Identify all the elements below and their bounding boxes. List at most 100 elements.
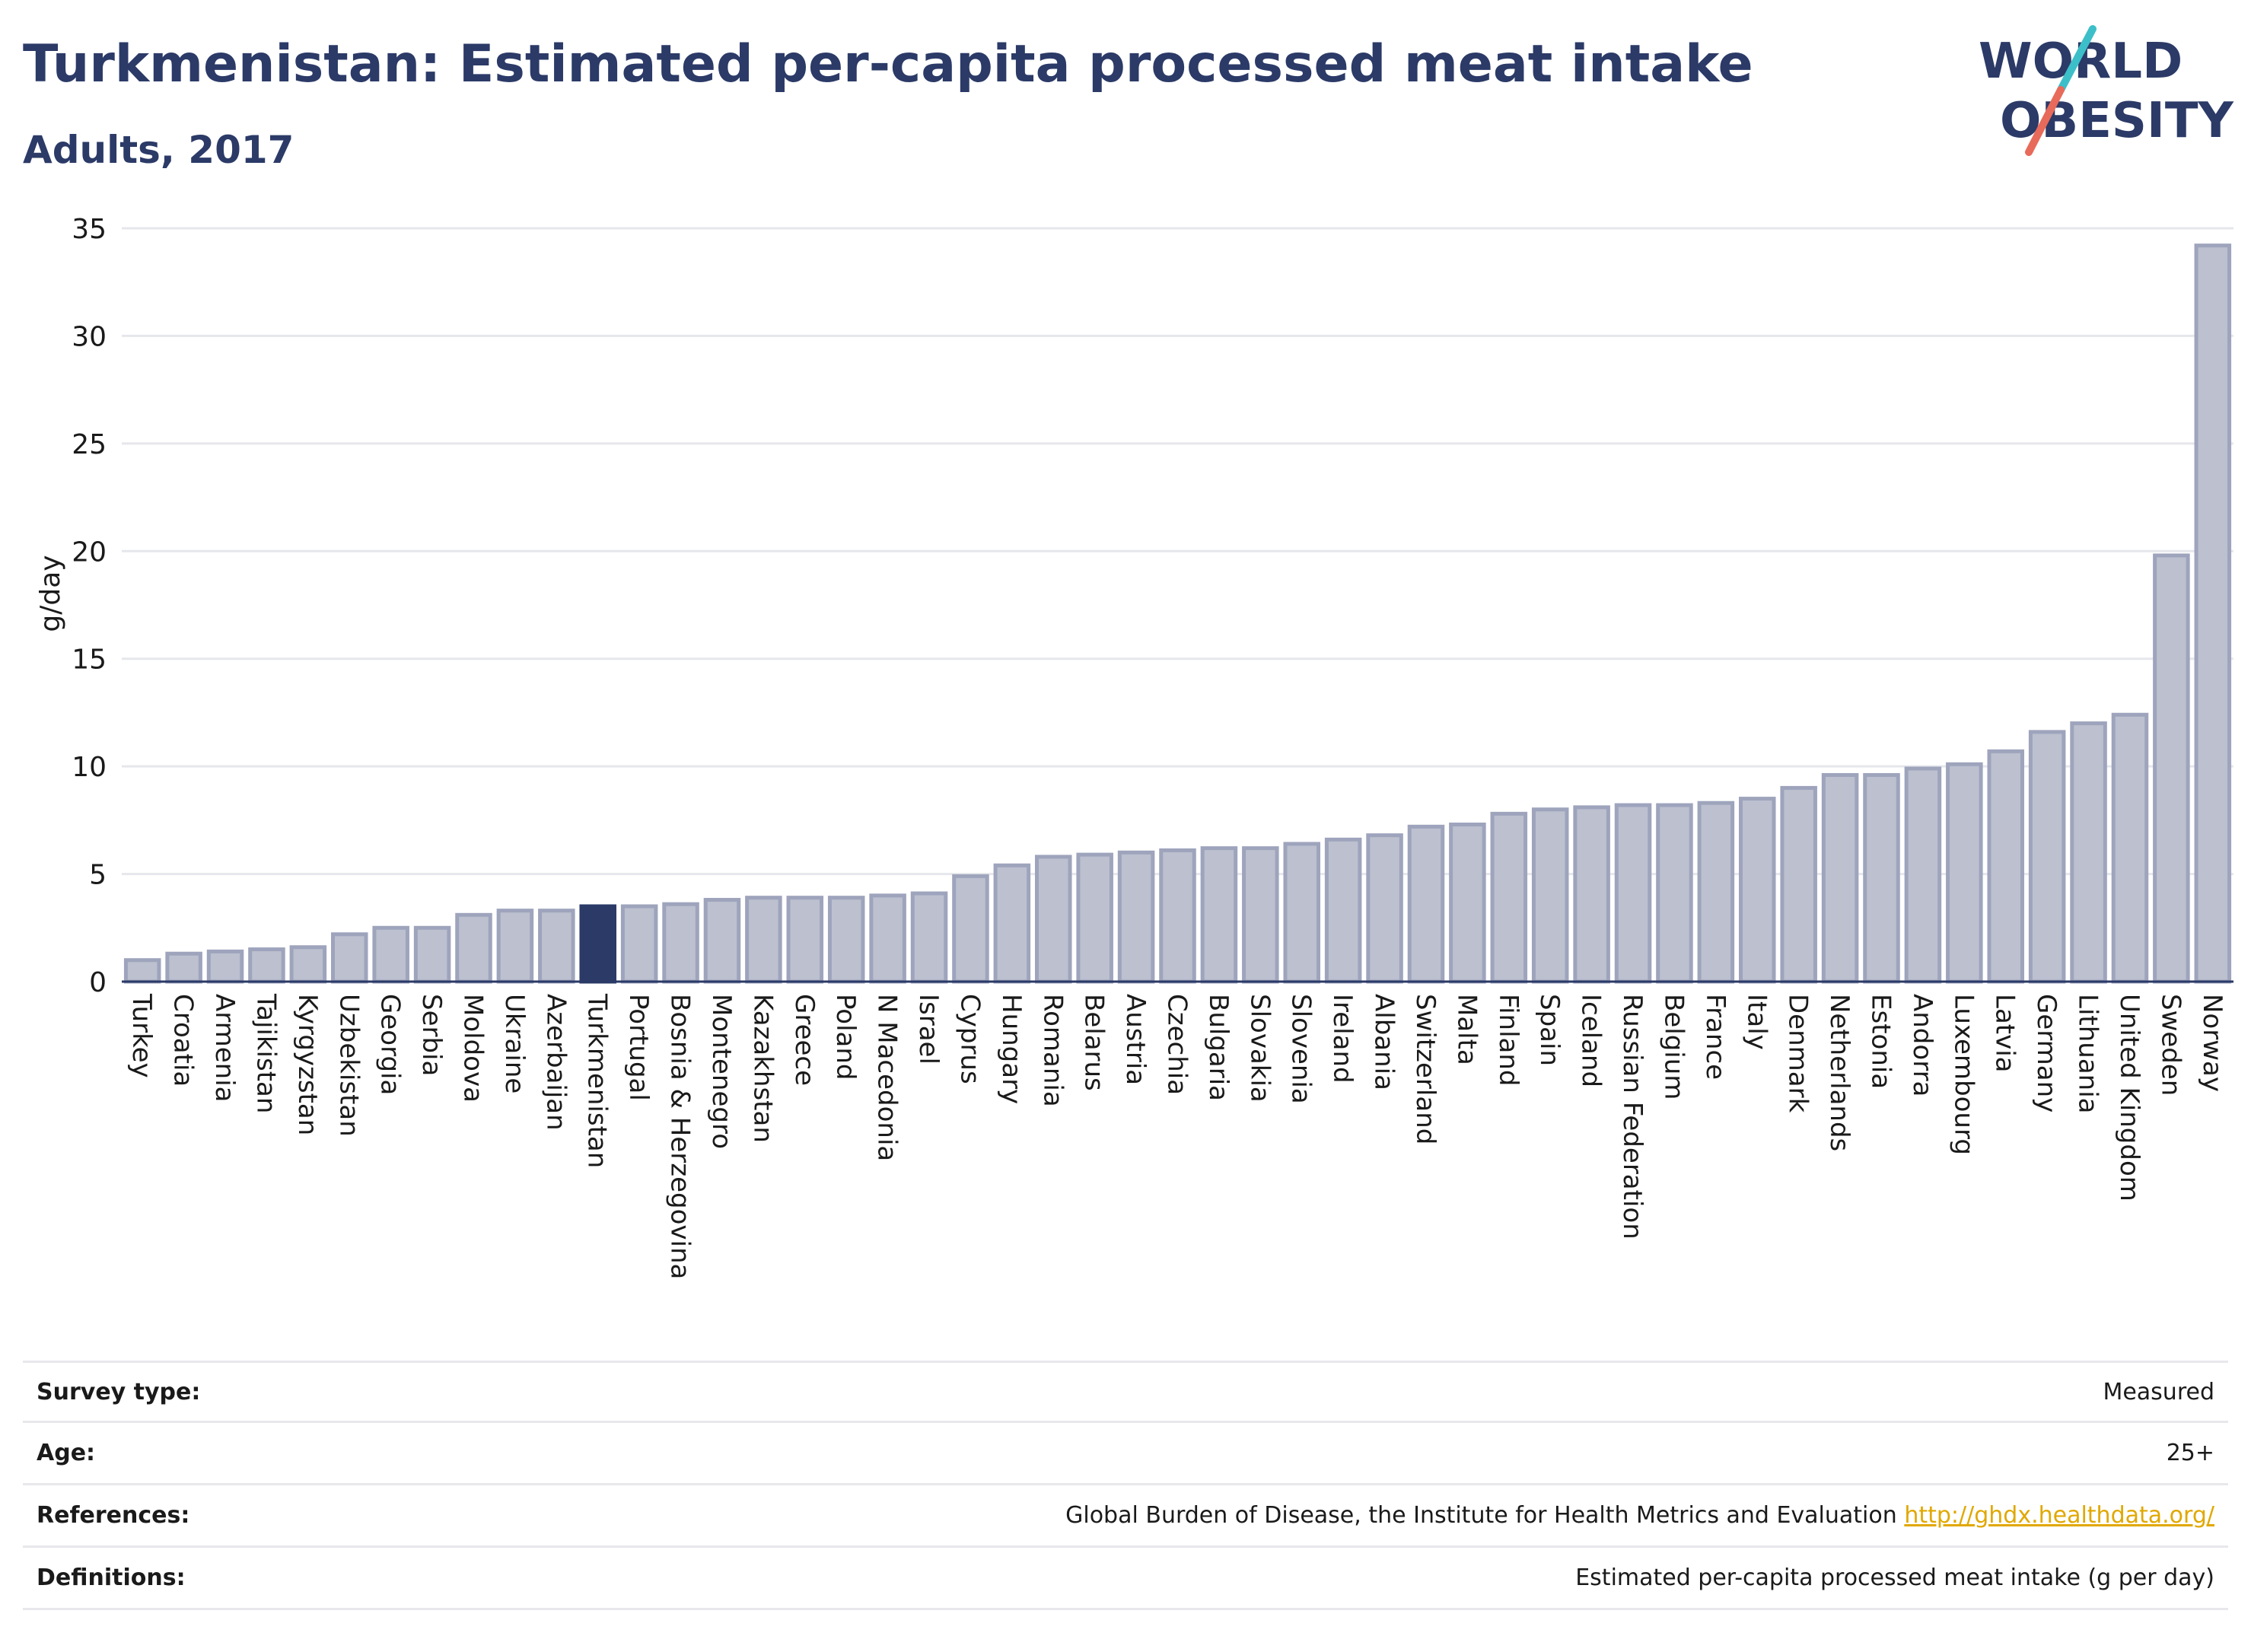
bar-turkey <box>123 958 161 984</box>
y-tick-label: 20 <box>72 536 107 568</box>
bar-albania <box>1366 833 1403 984</box>
x-tick-label: Romania <box>1037 994 1068 1107</box>
bar-spain <box>1531 807 1569 984</box>
x-tick-label: Moldova <box>458 994 489 1103</box>
reference-text: Global Burden of Disease, the Institute … <box>1065 1502 1897 1529</box>
bar-kazakhstan <box>745 896 782 984</box>
x-tick-label: N Macedonia <box>872 994 903 1161</box>
bar-belgium <box>1656 803 1693 984</box>
bar-moldova <box>455 912 492 984</box>
x-tick-label: Cyprus <box>954 994 985 1084</box>
bar-portugal <box>620 904 658 984</box>
bar-germany <box>2028 730 2066 984</box>
y-tick-label: 30 <box>72 321 107 352</box>
bar-romania <box>1035 855 1072 984</box>
meta-value-references: Global Burden of Disease, the Institute … <box>1065 1502 2214 1529</box>
bar-belarus <box>1076 852 1113 984</box>
x-tick-label: Poland <box>830 994 861 1081</box>
x-tick-label: Estonia <box>1866 994 1896 1089</box>
x-tick-label: Turkey <box>126 993 157 1078</box>
x-tick-label: Croatia <box>168 994 199 1087</box>
bar-croatia <box>165 951 202 984</box>
bar-slovakia <box>1242 846 1279 984</box>
meta-value: Estimated per-capita processed meat inta… <box>1575 1564 2214 1591</box>
x-tick-label: Montenegro <box>706 994 737 1149</box>
bar-slovenia <box>1283 842 1320 984</box>
x-tick-label: Ireland <box>1327 994 1358 1084</box>
x-tick-label: Belarus <box>1079 994 1110 1091</box>
bar-poland <box>827 896 865 984</box>
bar-finland <box>1490 811 1528 984</box>
bar-montenegro <box>703 898 741 984</box>
bar-netherlands <box>1821 772 1859 984</box>
x-tick-label: Switzerland <box>1410 994 1441 1144</box>
x-tick-label: Ukraine <box>499 994 530 1093</box>
x-tick-label: Albania <box>1369 994 1399 1090</box>
chart-subtitle: Adults, 2017 <box>23 128 295 172</box>
y-tick-label: 10 <box>72 752 107 783</box>
bar-azerbaijan <box>538 909 575 984</box>
x-tick-label: Kazakhstan <box>747 994 778 1143</box>
x-tick-label: Uzbekistan <box>333 994 364 1137</box>
meta-label: Survey type: <box>37 1378 201 1405</box>
bar-cyprus <box>952 874 989 984</box>
bar-united-kingdom <box>2111 712 2149 984</box>
y-tick-label: 25 <box>72 429 107 460</box>
meta-row-age: Age: 25+ <box>23 1423 2228 1485</box>
x-tick-label: Israel <box>913 994 944 1065</box>
bar-sweden <box>2153 553 2190 984</box>
meta-label: Definitions: <box>37 1564 186 1591</box>
x-tick-label: Lithuania <box>2073 994 2103 1113</box>
logo-accent-coral <box>2025 86 2065 156</box>
world-obesity-logo: WORLD OBESITY <box>1979 25 2233 156</box>
x-tick-label: Georgia <box>375 994 406 1095</box>
bars <box>123 244 2232 984</box>
bar-kyrgyzstan <box>289 945 327 984</box>
bar-luxembourg <box>1946 762 1983 984</box>
x-tick-label: Italy <box>1741 994 1772 1050</box>
bar-georgia <box>372 925 409 984</box>
x-tick-label: Bosnia & Herzegovina <box>665 994 696 1279</box>
metadata-table: Survey type: Measured Age: 25+ Reference… <box>23 1361 2228 1610</box>
x-tick-label: Russian Federation <box>1617 994 1648 1240</box>
x-tick-label: Finland <box>1493 994 1523 1087</box>
chart-title: Turkmenistan: Estimated per-capita proce… <box>23 34 1753 94</box>
x-axis-ticks: Turkey Croatia Armenia Tajikistan Kyrgyzstan… <box>126 993 2227 1279</box>
x-tick-label: Kyrgyzstan <box>292 994 323 1135</box>
meta-value: Measured <box>2103 1378 2214 1405</box>
bar-n-macedonia <box>869 893 906 984</box>
bar-turkmenistan <box>579 904 616 984</box>
x-tick-label: Norway <box>2197 994 2227 1092</box>
reference-link[interactable]: http://ghdx.healthdata.org/ <box>1904 1502 2214 1529</box>
bar-czechia <box>1159 848 1196 984</box>
bar-hungary <box>993 863 1031 984</box>
bar-israel <box>910 891 948 984</box>
x-tick-label: United Kingdom <box>2114 994 2144 1202</box>
meta-label: References: <box>37 1502 190 1529</box>
x-tick-label: Azerbaijan <box>540 994 571 1131</box>
x-tick-label: Andorra <box>1907 994 1937 1097</box>
bar-serbia <box>413 925 451 984</box>
x-tick-label: Austria <box>1120 994 1151 1085</box>
meta-label: Age: <box>37 1440 96 1466</box>
bar-andorra <box>1904 766 1942 984</box>
bar-armenia <box>206 949 244 984</box>
x-tick-label: Latvia <box>1990 994 2020 1073</box>
x-tick-label: Denmark <box>1783 994 1813 1113</box>
bar-ireland <box>1324 837 1362 984</box>
bar-bulgaria <box>1200 846 1238 984</box>
bar-chart: 0 5 10 15 20 25 30 35 g/day Turkey Croatia Armeni… <box>35 214 2233 1279</box>
bar-switzerland <box>1407 824 1445 984</box>
x-tick-label: Belgium <box>1658 994 1689 1100</box>
x-tick-label: Spain <box>1534 994 1565 1066</box>
x-tick-label: Luxembourg <box>1948 994 1979 1155</box>
x-tick-label: Slovenia <box>1286 994 1317 1104</box>
x-tick-label: Serbia <box>416 994 447 1076</box>
y-axis-ticks: 0 5 10 15 20 25 30 35 <box>72 214 107 998</box>
bar-russian-federation <box>1614 803 1652 984</box>
bar-italy <box>1739 797 1776 984</box>
bar-iceland <box>1573 805 1610 984</box>
x-tick-label: Slovakia <box>1244 994 1275 1103</box>
x-tick-label: Netherlands <box>1824 994 1855 1151</box>
bar-tajikistan <box>248 947 285 984</box>
